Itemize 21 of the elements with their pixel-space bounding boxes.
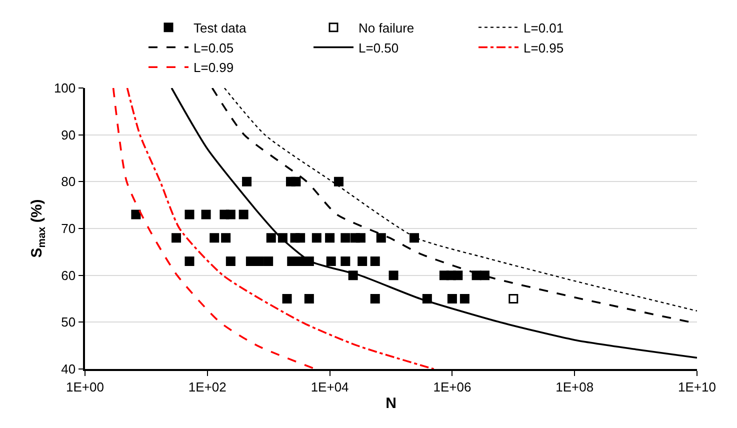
x-tick-label: 1E+00	[66, 379, 104, 394]
y-tick-label: 90	[61, 127, 76, 142]
legend-label: No failure	[358, 20, 414, 36]
x-tick-label: 1E+02	[188, 379, 226, 394]
y-tick-label: 70	[61, 221, 76, 236]
x-tick-label: 1E+08	[556, 379, 594, 394]
legend-label: L=0.01	[524, 20, 564, 36]
y-tick-label: 50	[61, 314, 76, 330]
y-tick-label: 40	[61, 362, 76, 377]
legend-label: L=0.50	[358, 40, 399, 56]
x-tick-label: 1E+04	[310, 379, 349, 394]
legend-label: Test data	[194, 20, 248, 36]
legend-label: L=0.99	[194, 60, 234, 76]
x-tick-label: 1E+06	[433, 379, 472, 394]
x-axis-title: N	[386, 394, 396, 412]
y-tick-label: 60	[61, 268, 76, 283]
legend-label: L=0.95	[524, 40, 564, 56]
legend-label: L=0.05	[194, 40, 234, 56]
x-tick-label: 1E+10	[678, 379, 716, 394]
y-tick-label: 100	[54, 80, 76, 96]
y-tick-label: 80	[61, 174, 76, 190]
